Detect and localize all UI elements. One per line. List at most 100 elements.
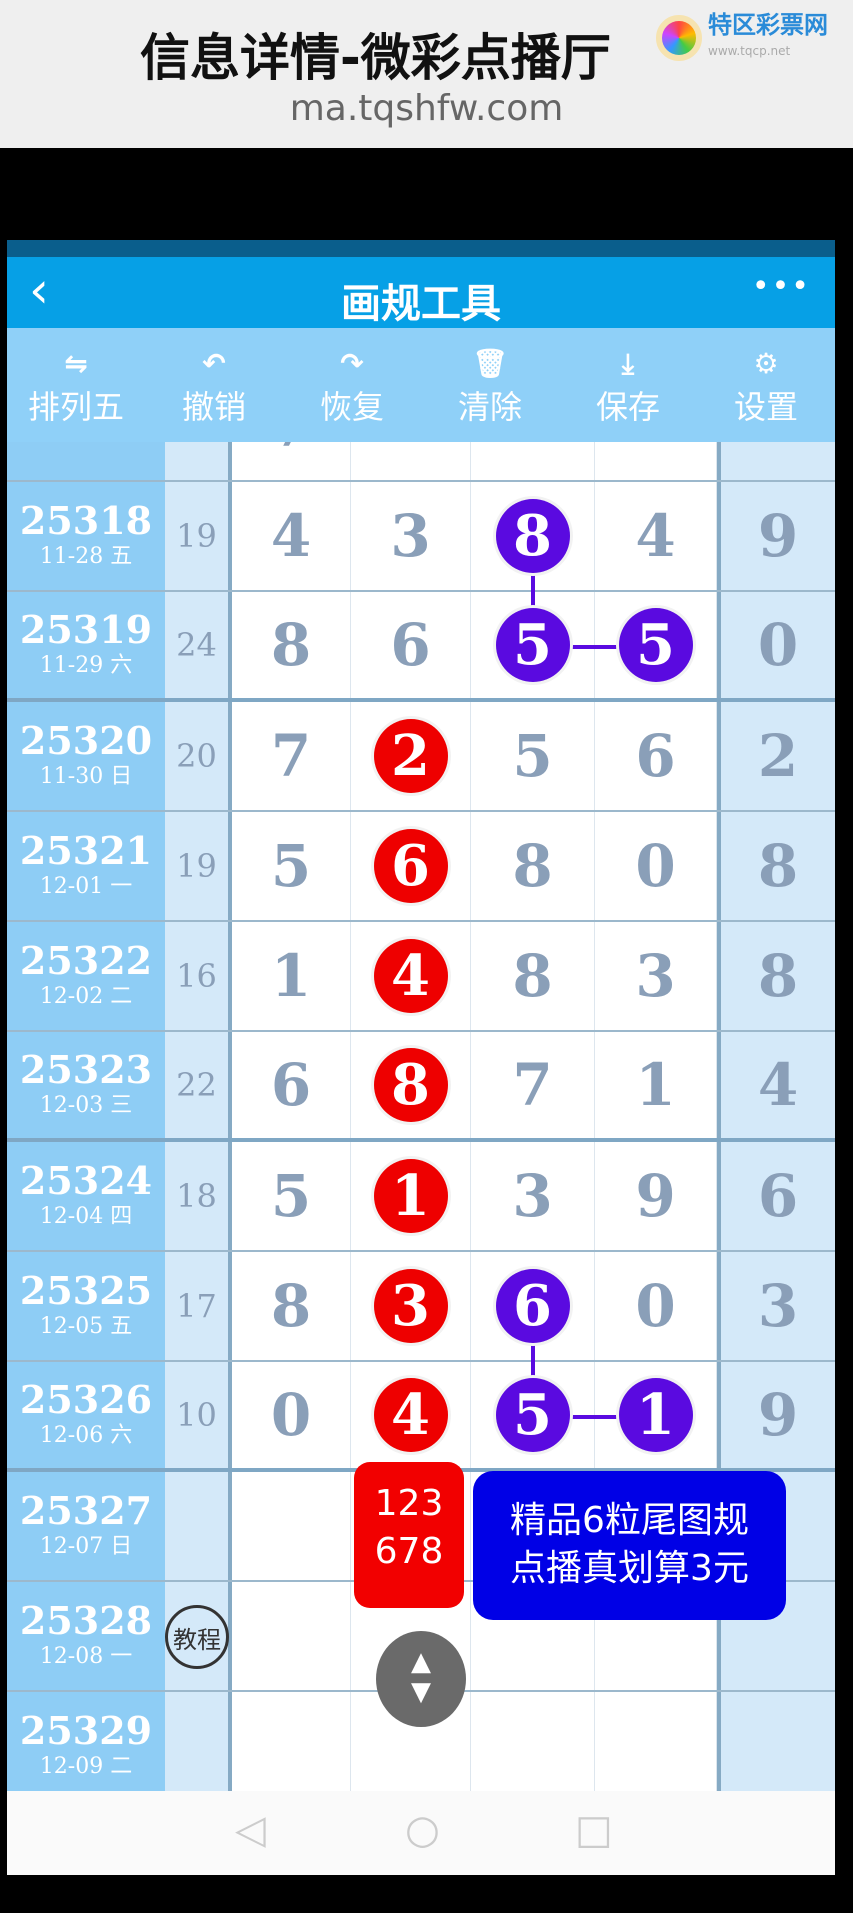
toolbar-download-button[interactable]: ⤓ 保存	[559, 328, 697, 442]
digit-cell[interactable]	[232, 1582, 351, 1690]
red-ball-marker[interactable]: 8	[373, 1048, 448, 1122]
digit-cell[interactable]: 1	[351, 1142, 471, 1250]
toolbar-gear-button[interactable]: ⚙ 设置	[697, 328, 835, 442]
tail-digit-cell[interactable]: 2	[717, 702, 835, 810]
digit-cell[interactable]: 6	[471, 1252, 595, 1360]
digit-cell[interactable]: 9	[595, 1142, 717, 1250]
more-button[interactable]: •••	[751, 269, 811, 304]
digit-cell[interactable]	[595, 1582, 717, 1690]
digit-text: 7	[270, 722, 312, 790]
digit-cell[interactable]: 3	[351, 1252, 471, 1360]
digit-cell[interactable]	[471, 1692, 595, 1791]
toolbar-trash-button[interactable]: 🗑 清除	[421, 328, 559, 442]
digit-cell[interactable]: 5	[595, 592, 717, 698]
digit-cell[interactable]: 4	[232, 482, 351, 590]
digit-cell[interactable]: 6	[351, 592, 471, 698]
digit-cell[interactable]: 7	[232, 442, 351, 480]
digit-cell[interactable]: 5	[471, 702, 595, 810]
digit-cell[interactable]: 4	[351, 922, 471, 1030]
digit-cell[interactable]: 5	[471, 1362, 595, 1468]
back-button[interactable]: ‹	[29, 261, 49, 319]
digit-cell[interactable]: 5	[232, 812, 351, 920]
purple-ball-marker[interactable]: 5	[495, 608, 570, 682]
digit-cell[interactable]: 4	[595, 482, 717, 590]
undo-icon: ↶	[202, 347, 226, 380]
digit-cell[interactable]: 0	[232, 1362, 351, 1468]
purple-ball-marker[interactable]: 6	[495, 1269, 570, 1343]
digit-cell[interactable]	[351, 1692, 471, 1791]
period-date: 11-30 日	[39, 764, 133, 789]
purple-ball-marker[interactable]: 5	[495, 1378, 570, 1452]
purple-ball-marker[interactable]: 8	[495, 499, 570, 573]
digit-cell[interactable]	[595, 442, 717, 480]
toolbar-redo-button[interactable]: ↷ 恢复	[283, 328, 421, 442]
red-ball-marker[interactable]: 4	[373, 939, 448, 1013]
scroll-toggle-button[interactable]: ▲ ▼	[376, 1631, 466, 1727]
digit-cell[interactable]: 6	[351, 812, 471, 920]
digit-cell[interactable]: 5	[232, 1142, 351, 1250]
digit-cell[interactable]	[351, 1582, 471, 1690]
tail-digit-cell[interactable]: 3	[717, 1252, 835, 1360]
tail-digit-cell[interactable]: 0	[717, 592, 835, 698]
tail-digit-cell[interactable]	[717, 1692, 835, 1791]
digit-cell[interactable]	[471, 442, 595, 480]
digit-text: 1	[270, 942, 312, 1010]
nav-home-button[interactable]: ○	[405, 1807, 440, 1853]
promo-banner[interactable]: 精品6粒尾图规 点播真划算3元	[473, 1471, 786, 1620]
toolbar-undo-button[interactable]: ↶ 撤销	[145, 328, 283, 442]
purple-ball-marker[interactable]: 5	[618, 608, 693, 682]
digit-cell[interactable]: 8	[471, 922, 595, 1030]
digit-cell[interactable]: 0	[595, 1252, 717, 1360]
digit-cell[interactable]	[232, 1472, 351, 1580]
red-ball-marker[interactable]: 1	[373, 1159, 448, 1233]
digit-cell[interactable]: 5	[471, 592, 595, 698]
digit-cell[interactable]: 0	[595, 812, 717, 920]
red-ball-marker[interactable]: 4	[373, 1378, 448, 1452]
digit-cell[interactable]	[351, 442, 471, 480]
toolbar-swap-button[interactable]: ⇋ 排列五	[7, 328, 145, 442]
red-ball-marker[interactable]: 6	[373, 829, 448, 903]
digit-cell[interactable]: 3	[351, 482, 471, 590]
digit-cell[interactable]: 1	[595, 1032, 717, 1138]
tail-digit-cell[interactable]: 4	[717, 1032, 835, 1138]
red-ball-marker[interactable]: 3	[373, 1269, 448, 1343]
tail-digit-cell[interactable]: 9	[717, 482, 835, 590]
digit-cell[interactable]: 1	[232, 922, 351, 1030]
tutorial-button[interactable]: 教程	[165, 1605, 229, 1669]
digit-cell[interactable]: 8	[232, 1252, 351, 1360]
digit-cell[interactable]: 6	[232, 1032, 351, 1138]
digit-cell[interactable]: 1	[595, 1362, 717, 1468]
nav-recent-button[interactable]: □	[575, 1807, 613, 1853]
red-ball-marker[interactable]: 2	[373, 719, 448, 793]
tail-digit-cell[interactable]: 6	[717, 1142, 835, 1250]
digit-cell[interactable]	[232, 1692, 351, 1791]
red-number-badge[interactable]: 123 678	[354, 1462, 464, 1608]
period-date: 12-05 五	[39, 1314, 133, 1339]
page-title: 信息详情-微彩点播厅	[140, 29, 611, 87]
digit-cell[interactable]: 7	[232, 702, 351, 810]
digit-cell[interactable]	[471, 1582, 595, 1690]
digit-cell[interactable]: 3	[471, 1142, 595, 1250]
digit-cell[interactable]: 8	[471, 812, 595, 920]
digit-cell[interactable]: 2	[351, 702, 471, 810]
tail-digit-cell[interactable]: 9	[717, 1362, 835, 1468]
digit-cell[interactable]: 8	[232, 592, 351, 698]
tail-digit-cell[interactable]: 8	[717, 812, 835, 920]
digit-cell[interactable]	[351, 1472, 471, 1580]
swap-icon: ⇋	[64, 347, 88, 380]
digit-cell[interactable]	[595, 1692, 717, 1791]
purple-ball-marker[interactable]: 1	[618, 1378, 693, 1452]
tail-digit-cell[interactable]	[717, 442, 835, 480]
digit-cell[interactable]: 8	[471, 482, 595, 590]
digit-cell[interactable]: 3	[595, 922, 717, 1030]
digit-cell[interactable]: 7	[471, 1032, 595, 1138]
tail-digit-cell[interactable]: 8	[717, 922, 835, 1030]
digit-cell[interactable]: 4	[351, 1362, 471, 1468]
digit-cell[interactable]: 8	[351, 1032, 471, 1138]
period-number: 25326	[19, 1377, 153, 1422]
watermark-url: www.tqcp.net	[708, 44, 791, 58]
digit-cell[interactable]: 6	[595, 702, 717, 810]
page-url: ma.tqshfw.com	[289, 88, 564, 129]
nav-back-button[interactable]: ◁	[235, 1807, 266, 1853]
